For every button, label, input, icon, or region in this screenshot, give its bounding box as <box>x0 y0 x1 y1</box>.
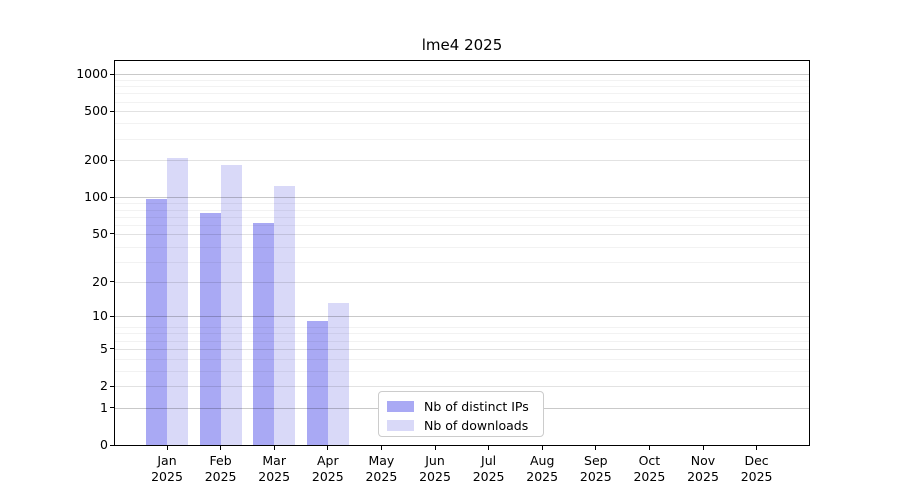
gridline-minor-69 <box>115 216 809 218</box>
gridline-200 <box>115 160 809 162</box>
gridline-minor-29 <box>115 262 809 264</box>
y-tick-label-1: 1 <box>100 399 108 415</box>
x-tick-mark-aug <box>541 446 543 450</box>
x-tick-mark-sep <box>595 446 597 450</box>
gridline-minor-6 <box>115 340 809 342</box>
gridline-minor-299 <box>115 138 809 140</box>
x-tick-label-jun: Jun 2025 <box>419 453 451 484</box>
y-tick-label-2: 2 <box>100 378 108 393</box>
x-tick-mark-nov <box>702 446 704 450</box>
y-tick-mark-2 <box>110 385 114 387</box>
x-tick-label-sep: Sep 2025 <box>579 453 612 484</box>
bar-downloads-mar <box>274 186 296 445</box>
gridline-100 <box>115 197 809 199</box>
y-tick-mark-200 <box>110 159 114 161</box>
bar-distinct-ips-feb <box>199 213 221 445</box>
x-tick-mark-jan <box>166 446 168 450</box>
x-tick-mark-apr <box>327 446 329 450</box>
x-tick-mark-may <box>380 446 382 450</box>
y-tick-mark-0 <box>110 444 114 446</box>
y-tick-mark-500 <box>110 110 114 112</box>
bar-downloads-feb <box>220 165 242 445</box>
gridline-20 <box>115 281 809 283</box>
x-tick-label-jan: Jan 2025 <box>151 453 183 484</box>
bars-layer <box>115 61 809 445</box>
plot-area: Nb of distinct IPs Nb of downloads <box>114 60 810 446</box>
x-tick-label-nov: Nov 2025 <box>687 453 719 484</box>
legend-item-distinct-ips: Nb of distinct IPs <box>387 397 543 416</box>
chart-title: lme4 2025 <box>421 36 503 54</box>
gridline-minor-7 <box>115 333 809 335</box>
y-tick-label-50: 50 <box>92 225 108 241</box>
x-tick-label-aug: Aug 2025 <box>526 453 559 484</box>
legend: Nb of distinct IPs Nb of downloads <box>378 391 544 437</box>
y-tick-mark-10 <box>110 315 114 317</box>
gridline-minor-39 <box>115 246 809 248</box>
x-tick-mark-feb <box>220 446 222 450</box>
y-tick-mark-50 <box>110 233 114 235</box>
x-tick-label-may: May 2025 <box>365 453 398 484</box>
y-tick-label-200: 200 <box>84 152 108 168</box>
gridline-minor-699 <box>115 93 809 95</box>
legend-item-downloads: Nb of downloads <box>387 416 543 435</box>
gridlines-layer <box>115 61 809 445</box>
y-tick-label-1000: 1000 <box>76 66 108 82</box>
gridline-minor-799 <box>115 86 809 88</box>
bar-distinct-ips-jan <box>146 198 167 445</box>
y-tick-mark-20 <box>110 281 114 282</box>
x-tick-label-apr: Apr 2025 <box>311 453 344 484</box>
bar-downloads-apr <box>327 303 349 445</box>
gridline-2 <box>115 386 809 387</box>
x-tick-label-mar: Mar 2025 <box>258 453 291 484</box>
gridline-minor-3 <box>115 370 809 372</box>
bar-distinct-ips-apr <box>306 321 328 445</box>
x-tick-label-jul: Jul 2025 <box>472 453 505 484</box>
gridline-minor-89 <box>115 203 809 205</box>
gridline-10 <box>115 316 809 318</box>
y-tick-label-10: 10 <box>92 308 108 324</box>
legend-swatch-downloads-icon <box>387 420 414 431</box>
x-tick-mark-dec <box>756 446 758 450</box>
legend-label-distinct-ips: Nb of distinct IPs <box>424 398 529 414</box>
gridline-minor-599 <box>115 101 809 103</box>
y-tick-label-0: 0 <box>100 437 108 452</box>
legend-label-downloads: Nb of downloads <box>424 417 529 433</box>
x-tick-mark-oct <box>648 446 650 450</box>
gridline-5 <box>115 348 809 350</box>
bar-downloads-jan <box>167 158 188 445</box>
x-tick-mark-mar <box>273 446 275 450</box>
x-tick-mark-jun <box>434 446 436 450</box>
gridline-minor-8 <box>115 327 809 328</box>
y-tick-mark-1000 <box>110 73 114 75</box>
gridline-50 <box>115 233 809 235</box>
y-axis: 0 1 2 5 10 20 50 100 200 500 1000 <box>0 0 108 500</box>
gridline-minor-899 <box>115 79 809 81</box>
gridline-500 <box>115 111 809 113</box>
gridline-minor-59 <box>115 225 809 227</box>
x-tick-label-dec: Dec 2025 <box>740 453 773 484</box>
gridline-minor-4 <box>115 358 809 360</box>
bar-distinct-ips-mar <box>253 222 275 445</box>
y-tick-label-5: 5 <box>100 340 108 356</box>
gridline-minor-79 <box>115 209 809 211</box>
y-tick-label-20: 20 <box>92 273 108 289</box>
gridline-1000 <box>115 74 809 76</box>
y-tick-mark-100 <box>110 196 114 198</box>
legend-swatch-distinct-ips-icon <box>387 401 414 412</box>
x-tick-label-oct: Oct 2025 <box>633 453 666 484</box>
y-tick-mark-1 <box>110 407 114 409</box>
y-tick-label-100: 100 <box>84 189 108 205</box>
y-tick-mark-5 <box>110 348 114 350</box>
gridline-minor-399 <box>115 123 809 125</box>
x-tick-label-feb: Feb 2025 <box>204 453 237 484</box>
y-tick-label-500: 500 <box>84 103 108 119</box>
x-tick-mark-jul <box>488 446 490 450</box>
